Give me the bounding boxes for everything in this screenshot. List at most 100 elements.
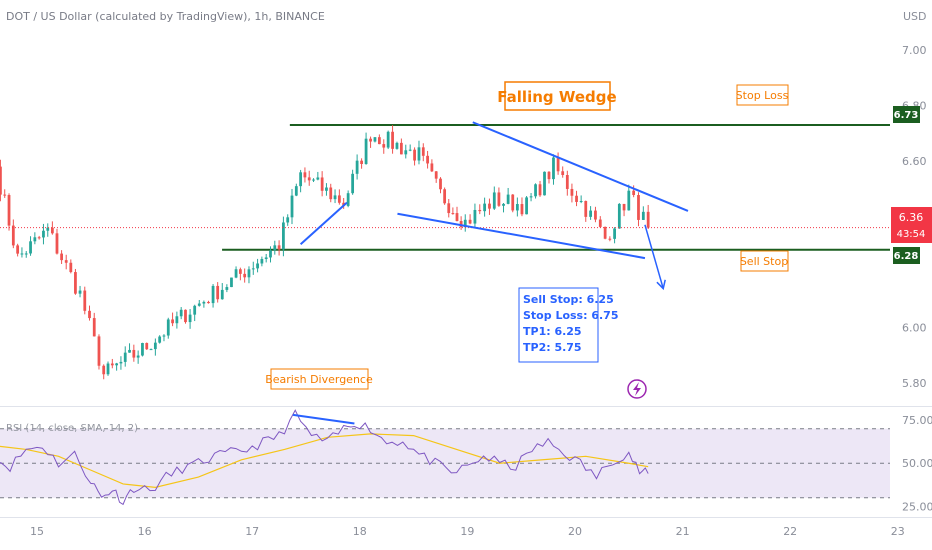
candle[interactable] <box>520 204 524 215</box>
candle[interactable] <box>316 177 320 180</box>
candle[interactable] <box>443 189 447 204</box>
candle[interactable] <box>543 171 546 196</box>
candle[interactable] <box>408 149 412 151</box>
candle[interactable] <box>608 238 612 240</box>
candle[interactable] <box>110 363 114 366</box>
candle[interactable] <box>220 289 224 300</box>
candle[interactable] <box>29 241 32 254</box>
candle[interactable] <box>247 269 251 278</box>
candle[interactable] <box>230 277 233 288</box>
candle[interactable] <box>483 203 487 212</box>
candle[interactable] <box>33 237 37 242</box>
candle[interactable] <box>360 160 363 164</box>
candle[interactable] <box>613 228 616 239</box>
candle[interactable] <box>3 194 7 196</box>
candle[interactable] <box>497 192 501 206</box>
candle[interactable] <box>333 195 337 200</box>
candle[interactable] <box>97 336 101 366</box>
candle[interactable] <box>136 355 140 358</box>
candle[interactable] <box>64 260 68 263</box>
candle[interactable] <box>264 257 268 260</box>
candle[interactable] <box>188 314 192 323</box>
candle[interactable] <box>269 250 272 258</box>
candle[interactable] <box>132 349 136 358</box>
candle[interactable] <box>74 272 77 294</box>
candle[interactable] <box>106 363 110 375</box>
candle[interactable] <box>641 211 645 220</box>
candle[interactable] <box>451 213 455 215</box>
candle[interactable] <box>556 157 560 172</box>
candle[interactable] <box>42 230 45 238</box>
candle[interactable] <box>598 219 602 227</box>
candle[interactable] <box>421 147 425 156</box>
candle[interactable] <box>119 361 123 364</box>
candle[interactable] <box>579 200 583 202</box>
candle[interactable] <box>320 177 324 191</box>
candle[interactable] <box>373 137 377 142</box>
candle[interactable] <box>463 219 467 228</box>
candle[interactable] <box>430 163 434 172</box>
candle[interactable] <box>211 285 215 304</box>
candle[interactable] <box>184 309 187 323</box>
candle[interactable] <box>646 211 650 228</box>
candle[interactable] <box>307 177 311 181</box>
candle[interactable] <box>351 173 355 194</box>
candle[interactable] <box>395 142 399 149</box>
trendline[interactable] <box>299 201 348 245</box>
candle[interactable] <box>468 219 472 224</box>
candle[interactable] <box>202 301 206 304</box>
candle[interactable] <box>391 131 394 149</box>
candle[interactable] <box>346 193 350 206</box>
candle[interactable] <box>538 184 542 196</box>
candle[interactable] <box>20 253 24 255</box>
candle[interactable] <box>11 225 15 246</box>
candle[interactable] <box>439 178 442 190</box>
candle[interactable] <box>149 349 153 351</box>
candle[interactable] <box>0 166 2 195</box>
candle[interactable] <box>46 227 50 231</box>
candle[interactable] <box>158 336 162 343</box>
candle[interactable] <box>529 196 533 198</box>
candle[interactable] <box>7 195 11 226</box>
candle[interactable] <box>534 184 537 197</box>
candle[interactable] <box>565 175 569 189</box>
candle[interactable] <box>102 365 106 375</box>
candle[interactable] <box>273 245 277 251</box>
candle[interactable] <box>473 209 477 224</box>
candle[interactable] <box>364 138 368 164</box>
candle[interactable] <box>128 349 131 353</box>
candle[interactable] <box>584 200 588 217</box>
candle[interactable] <box>153 342 157 350</box>
candle[interactable] <box>83 290 87 311</box>
candle[interactable] <box>589 210 592 217</box>
candle[interactable] <box>162 335 166 337</box>
candle[interactable] <box>355 160 359 174</box>
candle[interactable] <box>78 290 82 294</box>
candle[interactable] <box>413 149 416 161</box>
candle[interactable] <box>171 319 174 324</box>
candle[interactable] <box>299 172 303 187</box>
candle[interactable] <box>303 172 307 178</box>
candle[interactable] <box>60 253 63 261</box>
candle[interactable] <box>502 203 505 206</box>
candle[interactable] <box>225 287 229 290</box>
candle[interactable] <box>282 222 285 250</box>
candle[interactable] <box>325 187 328 191</box>
candle[interactable] <box>488 203 491 209</box>
candle[interactable] <box>627 190 631 211</box>
candle[interactable] <box>570 188 574 196</box>
candle[interactable] <box>123 352 127 362</box>
candle[interactable] <box>506 194 510 204</box>
candle[interactable] <box>515 204 519 211</box>
candle[interactable] <box>377 137 381 145</box>
candle[interactable] <box>16 245 20 254</box>
candle[interactable] <box>55 233 59 254</box>
candle[interactable] <box>179 309 183 317</box>
candle[interactable] <box>447 203 451 214</box>
candle[interactable] <box>575 195 578 202</box>
candle[interactable] <box>382 144 386 148</box>
candle[interactable] <box>207 301 210 304</box>
candle[interactable] <box>260 259 264 264</box>
candle[interactable] <box>175 316 179 324</box>
candle[interactable] <box>141 343 144 356</box>
